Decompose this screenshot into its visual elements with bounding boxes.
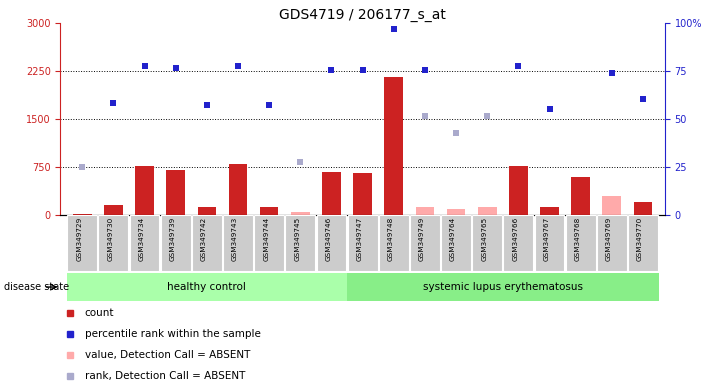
Bar bbox=[291, 214, 310, 215]
Text: GSM349749: GSM349749 bbox=[419, 217, 425, 261]
Bar bbox=[67, 273, 347, 301]
Text: GSM349766: GSM349766 bbox=[513, 217, 518, 261]
Bar bbox=[628, 215, 658, 271]
Text: GSM349746: GSM349746 bbox=[326, 217, 331, 261]
Bar bbox=[379, 215, 409, 271]
Text: rank, Detection Call = ABSENT: rank, Detection Call = ABSENT bbox=[85, 371, 245, 381]
Bar bbox=[597, 215, 627, 271]
Text: disease state: disease state bbox=[4, 282, 69, 292]
Text: GSM349730: GSM349730 bbox=[107, 217, 113, 261]
Text: GSM349729: GSM349729 bbox=[76, 217, 82, 261]
Bar bbox=[348, 215, 378, 271]
Text: GSM349768: GSM349768 bbox=[574, 217, 581, 261]
Bar bbox=[347, 273, 658, 301]
Text: GSM349748: GSM349748 bbox=[387, 217, 394, 261]
Title: GDS4719 / 206177_s_at: GDS4719 / 206177_s_at bbox=[279, 8, 446, 22]
Text: GSM349745: GSM349745 bbox=[294, 217, 300, 261]
Text: GSM349734: GSM349734 bbox=[139, 217, 144, 261]
Bar bbox=[129, 215, 159, 271]
Bar bbox=[161, 215, 191, 271]
Bar bbox=[198, 207, 216, 215]
Bar bbox=[602, 197, 621, 215]
Bar bbox=[441, 215, 471, 271]
Text: GSM349770: GSM349770 bbox=[637, 217, 643, 261]
Text: GSM349742: GSM349742 bbox=[201, 217, 207, 261]
Bar bbox=[229, 164, 247, 215]
Bar bbox=[104, 205, 123, 215]
Text: systemic lupus erythematosus: systemic lupus erythematosus bbox=[423, 282, 583, 292]
Bar bbox=[223, 215, 253, 271]
Bar bbox=[285, 215, 315, 271]
Bar bbox=[192, 215, 222, 271]
Text: GSM349744: GSM349744 bbox=[263, 217, 269, 261]
Text: GSM349769: GSM349769 bbox=[606, 217, 612, 261]
Bar bbox=[415, 214, 434, 215]
Bar bbox=[291, 212, 310, 215]
Text: GSM349739: GSM349739 bbox=[170, 217, 176, 261]
Bar bbox=[316, 215, 346, 271]
Bar bbox=[535, 215, 565, 271]
Bar bbox=[478, 207, 496, 215]
Bar bbox=[322, 172, 341, 215]
Bar bbox=[447, 214, 466, 215]
Bar bbox=[98, 215, 129, 271]
Bar bbox=[478, 214, 496, 215]
Bar bbox=[410, 215, 440, 271]
Text: GSM349765: GSM349765 bbox=[481, 217, 487, 261]
Bar bbox=[255, 215, 284, 271]
Bar bbox=[260, 207, 279, 215]
Bar bbox=[385, 78, 403, 215]
Bar bbox=[540, 207, 559, 215]
Text: GSM349747: GSM349747 bbox=[357, 217, 363, 261]
Bar bbox=[68, 215, 97, 271]
Bar bbox=[415, 207, 434, 215]
Bar bbox=[472, 215, 502, 271]
Text: GSM349743: GSM349743 bbox=[232, 217, 238, 261]
Text: percentile rank within the sample: percentile rank within the sample bbox=[85, 329, 260, 339]
Text: count: count bbox=[85, 308, 114, 318]
Bar bbox=[73, 214, 92, 215]
Bar bbox=[602, 214, 621, 215]
Bar bbox=[509, 166, 528, 215]
Text: GSM349767: GSM349767 bbox=[543, 217, 550, 261]
Bar bbox=[353, 174, 372, 215]
Text: GSM349764: GSM349764 bbox=[450, 217, 456, 261]
Bar bbox=[572, 177, 590, 215]
Bar bbox=[566, 215, 596, 271]
Bar bbox=[447, 209, 466, 215]
Text: healthy control: healthy control bbox=[167, 282, 246, 292]
Bar bbox=[503, 215, 533, 271]
Bar bbox=[135, 166, 154, 215]
Bar bbox=[166, 170, 185, 215]
Text: value, Detection Call = ABSENT: value, Detection Call = ABSENT bbox=[85, 350, 250, 360]
Bar bbox=[634, 202, 652, 215]
